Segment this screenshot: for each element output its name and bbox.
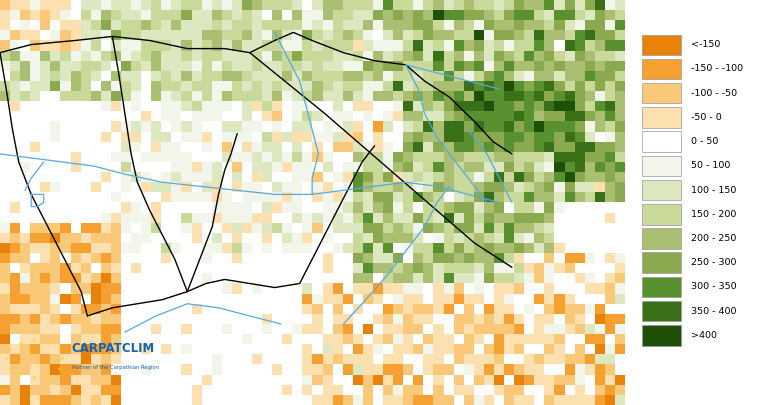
Text: 200 - 250: 200 - 250 <box>691 234 736 243</box>
Text: 0 - 50: 0 - 50 <box>691 137 718 146</box>
Bar <box>643 59 682 79</box>
Bar <box>643 228 682 249</box>
Text: 250 - 300: 250 - 300 <box>691 258 736 267</box>
Text: <-150: <-150 <box>691 40 720 49</box>
Bar <box>643 277 682 297</box>
Bar <box>643 204 682 224</box>
Bar <box>643 325 682 345</box>
Bar <box>643 83 682 103</box>
Text: -100 - -50: -100 - -50 <box>691 89 737 98</box>
Bar <box>643 107 682 128</box>
Text: 100 - 150: 100 - 150 <box>691 185 736 194</box>
Bar <box>643 301 682 322</box>
Text: 50 - 100: 50 - 100 <box>691 161 730 171</box>
Text: 150 - 200: 150 - 200 <box>691 210 736 219</box>
Text: 300 - 350: 300 - 350 <box>691 282 736 292</box>
Text: CARPATCLIM: CARPATCLIM <box>72 342 155 355</box>
Bar <box>643 34 682 55</box>
Bar <box>643 131 682 152</box>
Text: -150 - -100: -150 - -100 <box>691 64 743 73</box>
Text: Partner of the Carpathian Region: Partner of the Carpathian Region <box>72 365 159 370</box>
Bar <box>643 156 682 176</box>
Text: -50 - 0: -50 - 0 <box>691 113 722 122</box>
Text: 350 - 400: 350 - 400 <box>691 307 736 315</box>
Text: >400: >400 <box>691 331 716 340</box>
Bar <box>643 252 682 273</box>
Bar <box>643 180 682 200</box>
